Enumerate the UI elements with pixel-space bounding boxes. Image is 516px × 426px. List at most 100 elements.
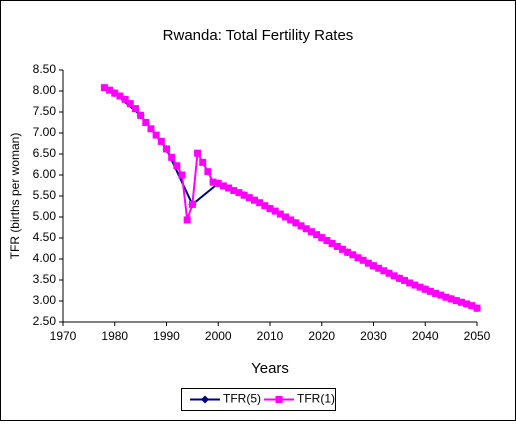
y-tick-label: 8.50 — [33, 62, 57, 76]
square-marker — [338, 245, 346, 253]
square-marker — [214, 179, 222, 187]
square-marker — [121, 95, 129, 103]
legend-label: TFR(1) — [297, 392, 335, 406]
y-tick-label: 6.00 — [33, 167, 57, 181]
square-marker — [266, 205, 274, 213]
chart-title: Rwanda: Total Fertility Rates — [163, 27, 354, 44]
y-tick-label: 8.00 — [33, 83, 57, 97]
y-tick-label: 4.00 — [33, 251, 57, 265]
square-marker — [359, 256, 367, 264]
square-marker — [276, 210, 284, 218]
square-marker — [375, 264, 383, 272]
square-marker — [307, 228, 315, 236]
square-marker — [457, 298, 465, 306]
square-marker — [275, 396, 283, 403]
square-marker — [137, 111, 145, 119]
square-marker — [328, 239, 336, 247]
square-marker — [385, 269, 393, 277]
square-marker — [318, 234, 326, 242]
square-marker — [323, 237, 331, 245]
square-marker — [411, 281, 419, 289]
square-marker — [395, 274, 403, 282]
square-marker — [354, 254, 362, 262]
square-marker — [380, 267, 388, 275]
square-marker — [199, 158, 207, 166]
square-marker — [432, 289, 440, 297]
square-marker — [240, 191, 248, 199]
square-marker — [349, 251, 357, 259]
square-marker — [447, 295, 455, 303]
legend-label: TFR(5) — [223, 392, 261, 406]
square-marker — [111, 89, 119, 97]
x-tick-label: 2040 — [412, 329, 439, 343]
square-marker — [344, 248, 352, 256]
square-marker — [442, 293, 450, 301]
square-marker — [188, 200, 196, 208]
square-marker — [235, 189, 243, 197]
x-tick-label: 2000 — [205, 329, 232, 343]
square-marker — [173, 162, 181, 170]
square-marker — [142, 119, 150, 126]
diamond-marker — [201, 395, 209, 404]
square-marker — [452, 297, 460, 305]
square-marker — [473, 304, 481, 312]
square-marker — [416, 283, 424, 291]
square-marker — [364, 259, 372, 267]
square-marker — [313, 231, 321, 239]
square-marker — [163, 145, 170, 153]
square-marker — [256, 199, 264, 207]
square-marker — [406, 279, 414, 287]
x-tick-label: 1980 — [101, 329, 128, 343]
square-marker — [194, 149, 202, 157]
square-marker — [250, 196, 258, 204]
x-axis-label: Years — [251, 360, 289, 377]
y-tick-label: 7.00 — [33, 125, 57, 139]
square-marker — [261, 202, 269, 210]
square-marker — [468, 302, 476, 310]
x-tick-label: 2020 — [308, 329, 335, 343]
square-marker — [219, 182, 227, 190]
square-marker — [370, 262, 377, 270]
square-marker — [287, 216, 295, 224]
square-marker — [209, 178, 217, 186]
square-marker — [131, 105, 139, 113]
square-marker — [333, 242, 341, 250]
square-marker — [116, 92, 124, 100]
x-tick-label: 2030 — [360, 329, 387, 343]
y-tick-label: 3.50 — [33, 272, 57, 286]
square-marker — [126, 100, 134, 108]
square-marker — [147, 125, 155, 133]
x-tick-label: 2050 — [464, 329, 491, 343]
x-tick-label: 1990 — [153, 329, 180, 343]
y-tick-label: 6.50 — [33, 146, 57, 160]
square-marker — [225, 184, 233, 192]
square-marker — [152, 131, 160, 139]
square-marker — [426, 287, 434, 295]
square-marker — [437, 291, 445, 299]
square-marker — [245, 194, 253, 202]
square-marker — [183, 216, 191, 224]
square-marker — [421, 285, 429, 293]
square-marker — [157, 137, 165, 145]
x-tick-label: 1970 — [50, 329, 77, 343]
y-tick-label: 2.50 — [33, 314, 57, 328]
legend — [181, 388, 336, 411]
square-marker — [100, 84, 108, 92]
square-marker — [297, 222, 305, 230]
square-marker — [401, 276, 409, 284]
square-marker — [230, 187, 238, 195]
y-tick-label: 7.50 — [33, 104, 57, 118]
square-marker — [271, 207, 279, 215]
square-marker — [390, 272, 398, 280]
y-tick-label: 5.50 — [33, 188, 57, 202]
y-tick-label: 4.50 — [33, 230, 57, 244]
square-marker — [463, 300, 471, 308]
square-marker — [178, 171, 186, 179]
y-axis-label: TFR (births per woman) — [8, 133, 22, 260]
square-marker — [282, 213, 290, 221]
y-tick-label: 3.00 — [33, 293, 57, 307]
square-marker — [168, 153, 176, 161]
square-marker — [106, 86, 114, 94]
